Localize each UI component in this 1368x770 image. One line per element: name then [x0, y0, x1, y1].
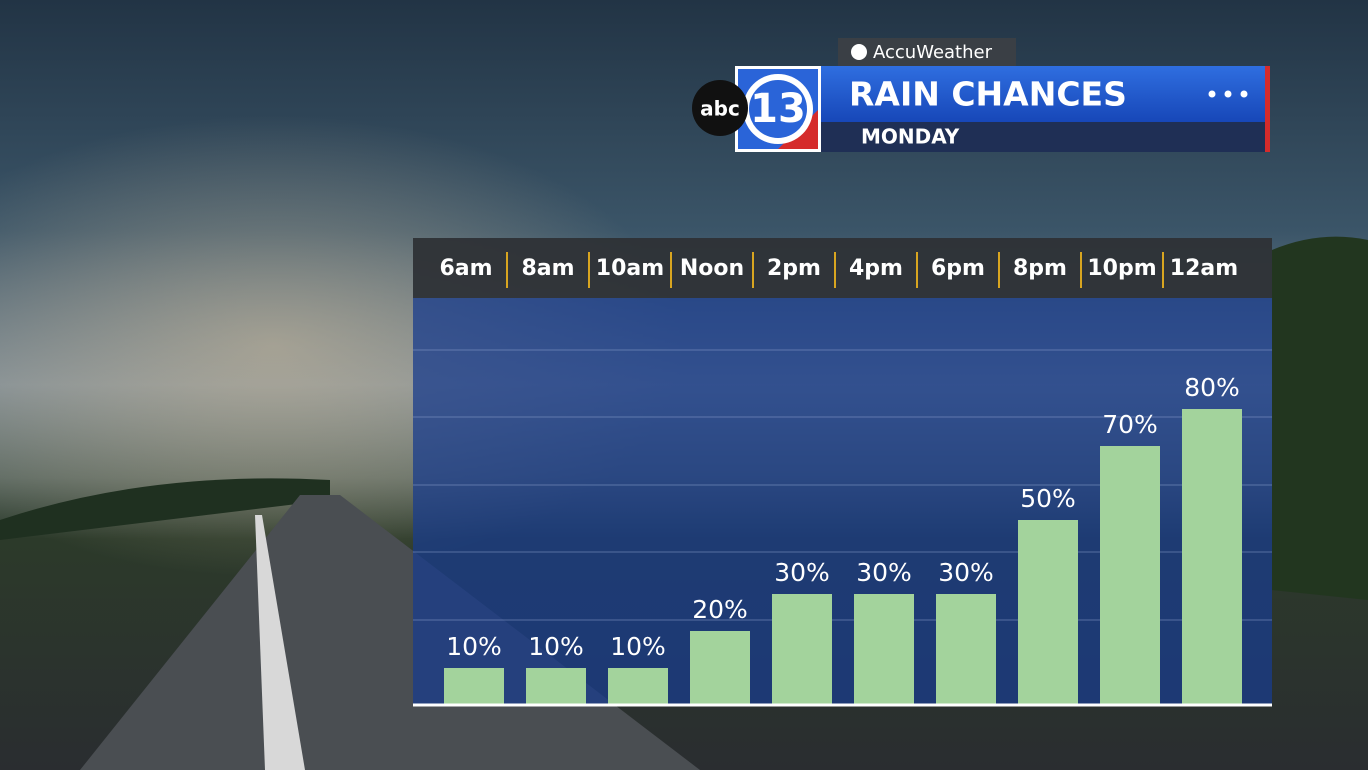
chart-subtitle: MONDAY [861, 125, 960, 149]
brand-icon [851, 44, 867, 60]
x-tick-label: 10pm [1087, 256, 1156, 281]
x-tick-label: 10am [596, 256, 664, 281]
chart-title: RAIN CHANCES [849, 75, 1127, 114]
x-tick-label: Noon [680, 256, 744, 281]
bar [1018, 520, 1078, 705]
channel: 13 [750, 86, 806, 132]
bar [526, 668, 586, 705]
value-label: 10% [446, 632, 502, 661]
trees [0, 478, 330, 540]
subtitle-bar [821, 122, 1267, 152]
road-line [255, 515, 305, 770]
value-label: 70% [1102, 410, 1158, 439]
value-label: 10% [610, 632, 666, 661]
value-label: 20% [692, 595, 748, 624]
x-tick-label: 2pm [767, 256, 821, 281]
bar [690, 631, 750, 705]
title-edge [1265, 66, 1270, 152]
x-tick-label: 12am [1170, 256, 1238, 281]
value-label: 10% [528, 632, 584, 661]
brand-tab [838, 38, 1016, 66]
bar [936, 594, 996, 705]
value-label: 30% [938, 558, 994, 587]
x-tick-label: 6pm [931, 256, 985, 281]
network: abc [700, 97, 740, 121]
bar [1100, 446, 1160, 705]
trees [1272, 236, 1368, 600]
logo-disc [749, 80, 807, 138]
value-label: 50% [1020, 484, 1076, 513]
title-bar [821, 66, 1267, 122]
x-tick-label: 8pm [1013, 256, 1067, 281]
brand: AccuWeather [873, 42, 993, 63]
value-label: 30% [856, 558, 912, 587]
x-tick-label: 4pm [849, 256, 903, 281]
bar [772, 594, 832, 705]
bar [1182, 409, 1242, 705]
x-tick-label: 6am [439, 256, 492, 281]
bar [854, 594, 914, 705]
category-header [413, 238, 1272, 298]
network-circle [692, 80, 748, 136]
menu-dots [1208, 90, 1248, 98]
x-tick-label: 8am [521, 256, 574, 281]
value-label: 80% [1184, 373, 1240, 402]
bar [444, 668, 504, 705]
value-label: 30% [774, 558, 830, 587]
bar [608, 668, 668, 705]
